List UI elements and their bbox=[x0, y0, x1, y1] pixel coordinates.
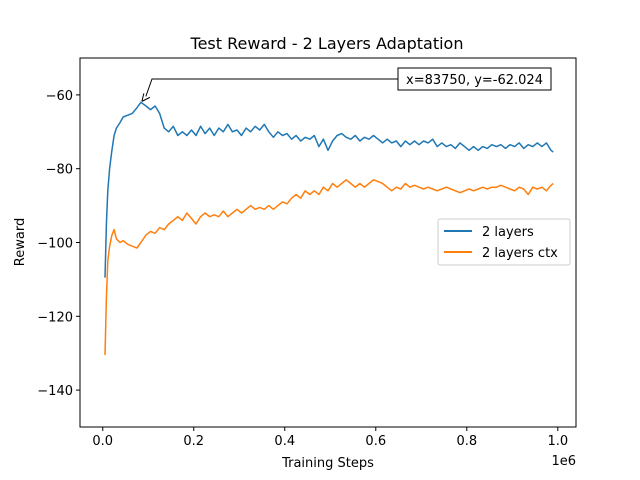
x-tick-label: 0.8 bbox=[456, 434, 477, 449]
y-tick-label: −120 bbox=[37, 310, 73, 325]
x-offset-text: 1e6 bbox=[551, 454, 576, 469]
x-axis-label: Training Steps bbox=[281, 456, 374, 471]
series-line-2-layers bbox=[104, 101, 554, 278]
legend-label-2-layers: 2 layers bbox=[482, 225, 534, 240]
annotation-text: x=83750, y=-62.024 bbox=[406, 73, 543, 88]
y-tick-label: −100 bbox=[37, 237, 73, 252]
x-tick-label: 0.4 bbox=[274, 434, 295, 449]
legend-label-2-layers-ctx: 2 layers ctx bbox=[482, 246, 558, 261]
annotation-arrow-line bbox=[145, 78, 398, 97]
x-tick-label: 0.2 bbox=[183, 434, 204, 449]
axes-layer: 0.0 0.2 0.4 0.6 0.8 1.0 −140 −120 −100 −80 −60 bbox=[37, 89, 568, 449]
y-tick-label: −80 bbox=[46, 163, 73, 178]
x-tick-label: 1.0 bbox=[547, 434, 568, 449]
chart-title: Test Reward - 2 Layers Adaptation bbox=[190, 34, 464, 53]
annotation-box bbox=[397, 67, 552, 91]
y-tick-label: −60 bbox=[46, 89, 73, 104]
series-layer bbox=[104, 101, 554, 356]
x-tick-label: 0.6 bbox=[365, 434, 386, 449]
y-axis-label: Reward bbox=[13, 218, 28, 266]
x-tick-label: 0.0 bbox=[92, 434, 113, 449]
annotation-arrowhead bbox=[141, 93, 151, 102]
series-line-2-layers-ctx bbox=[104, 179, 554, 356]
annotation: x=83750, y=-62.024 bbox=[141, 67, 552, 102]
legend: 2 layers 2 layers ctx bbox=[437, 218, 571, 266]
y-tick-label: −140 bbox=[37, 384, 73, 399]
